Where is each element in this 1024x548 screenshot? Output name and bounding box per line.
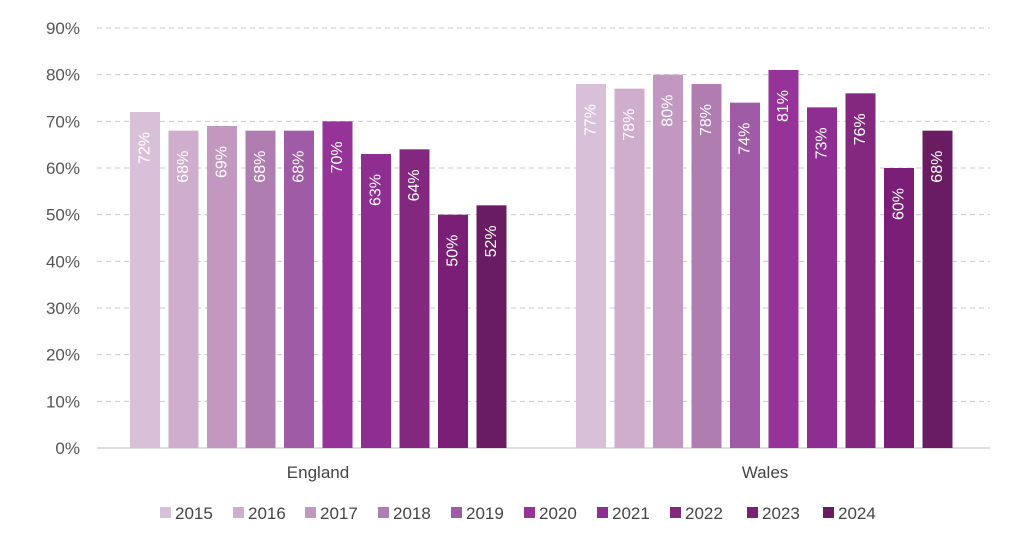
legend-item-2015: 2015 — [160, 504, 213, 523]
bar-england-2016 — [168, 130, 199, 448]
legend-swatch — [378, 507, 389, 518]
bar-england-2023 — [438, 214, 468, 448]
bar-wales-2016 — [614, 88, 645, 449]
legend-item-2017: 2017 — [305, 504, 358, 523]
bar-wales-2020 — [768, 70, 799, 448]
y-tick-label: 20% — [46, 346, 80, 365]
legend-swatch — [451, 507, 462, 518]
bar-england-2022 — [399, 149, 430, 449]
legend-label: 2016 — [248, 504, 286, 523]
legend-item-2020: 2020 — [524, 504, 577, 523]
bar-wales-2023 — [884, 168, 914, 448]
data-label: 68% — [291, 151, 308, 183]
legend-label: 2021 — [612, 504, 650, 523]
legend-item-2022: 2022 — [670, 504, 723, 523]
legend-swatch — [305, 507, 316, 518]
data-label: 72% — [137, 132, 154, 164]
y-axis: 0% 10% 20% 30% 40% 50% 60% 70% 80% 90% — [46, 19, 990, 458]
legend-item-2021: 2021 — [597, 504, 650, 523]
legend-swatch — [160, 507, 171, 518]
bar-wales-2018 — [691, 84, 722, 448]
legend-item-2023: 2023 — [747, 504, 800, 523]
legend-item-2016: 2016 — [233, 504, 286, 523]
data-label: 60% — [891, 188, 908, 220]
data-label: 80% — [660, 95, 677, 127]
bars: 72% 68% 69% 68% 68% 70% 63% 64% 50% 52% 77% 78% 80% 7… — [130, 70, 953, 449]
bar-wales-2017 — [653, 74, 683, 449]
legend-label: 2022 — [685, 504, 723, 523]
legend-swatch — [747, 507, 758, 518]
data-label: 81% — [775, 90, 792, 122]
data-label: 50% — [445, 235, 462, 267]
data-label: 63% — [368, 174, 385, 206]
legend-swatch — [823, 507, 834, 518]
x-axis: England Wales — [287, 463, 789, 482]
y-tick-label: 50% — [46, 206, 80, 225]
data-label: 69% — [214, 146, 231, 178]
legend-swatch — [524, 507, 535, 518]
legend: 2015 2016 2017 2018 2019 2020 2021 2022 2023 2024 — [160, 504, 876, 523]
bar-wales-2024 — [922, 130, 953, 448]
legend-item-2018: 2018 — [378, 504, 431, 523]
bar-wales-2015 — [576, 84, 606, 448]
y-tick-label: 0% — [55, 439, 80, 458]
legend-label: 2019 — [466, 504, 504, 523]
bar-england-2021 — [361, 154, 391, 448]
y-tick-label: 10% — [46, 392, 80, 411]
data-label: 78% — [698, 104, 715, 136]
legend-swatch — [597, 507, 608, 518]
bar-wales-2022 — [845, 93, 876, 448]
category-label: Wales — [742, 463, 789, 482]
category-label: England — [287, 463, 349, 482]
y-tick-label: 80% — [46, 66, 80, 85]
y-tick-label: 90% — [46, 19, 80, 38]
data-label: 68% — [252, 151, 269, 183]
bar-wales-2019 — [730, 102, 760, 449]
data-label: 73% — [814, 127, 831, 159]
legend-swatch — [670, 507, 681, 518]
bar-england-2017 — [207, 126, 237, 448]
legend-label: 2023 — [762, 504, 800, 523]
data-label: 78% — [621, 109, 638, 141]
data-label: 52% — [483, 225, 500, 257]
legend-label: 2015 — [175, 504, 213, 523]
bar-england-2019 — [284, 130, 314, 448]
legend-label: 2024 — [838, 504, 876, 523]
y-tick-label: 60% — [46, 159, 80, 178]
legend-label: 2018 — [393, 504, 431, 523]
data-label: 74% — [737, 123, 754, 155]
legend-swatch — [233, 507, 244, 518]
bar-england-2020 — [322, 121, 353, 448]
bar-england-2015 — [130, 112, 160, 448]
legend-label: 2020 — [539, 504, 577, 523]
legend-item-2019: 2019 — [451, 504, 504, 523]
data-label: 68% — [929, 151, 946, 183]
y-tick-label: 40% — [46, 252, 80, 271]
legend-label: 2017 — [320, 504, 358, 523]
y-tick-label: 30% — [46, 299, 80, 318]
bar-wales-2021 — [807, 107, 837, 448]
y-tick-label: 70% — [46, 112, 80, 131]
legend-item-2024: 2024 — [823, 504, 876, 523]
bar-england-2024 — [476, 205, 507, 448]
bar-england-2018 — [245, 130, 276, 448]
data-label: 77% — [583, 104, 600, 136]
data-label: 64% — [406, 169, 423, 201]
data-label: 70% — [329, 141, 346, 173]
data-label: 76% — [852, 113, 869, 145]
data-label: 68% — [175, 151, 192, 183]
